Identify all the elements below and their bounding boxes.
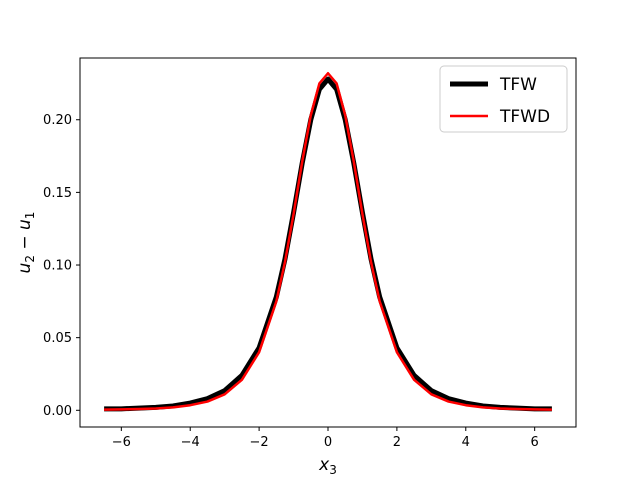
x-tick-label: −2	[250, 435, 269, 450]
y-tick-label: 0.00	[43, 404, 72, 419]
legend: TFW TFWD	[439, 65, 568, 133]
y-tick-label: 0.10	[43, 259, 72, 274]
x-tick-label: 6	[531, 435, 539, 450]
legend-label-tfw: TFW	[499, 75, 537, 95]
y-tick-label: 0.20	[43, 113, 72, 128]
x-tick-label: −4	[181, 435, 200, 450]
plot-area	[104, 72, 552, 412]
series-line-tfw	[104, 76, 552, 412]
x-tick-label: 0	[324, 435, 332, 450]
y-axis-label: u2 − u1	[15, 212, 37, 274]
x-tick-label: 2	[393, 435, 401, 450]
y-tick-label: 0.05	[43, 331, 72, 346]
x-tick-label: −6	[112, 435, 131, 450]
y-tick-label: 0.15	[43, 186, 72, 201]
series-line-tfwd	[104, 72, 552, 411]
legend-label-tfwd: TFWD	[499, 107, 550, 127]
x-tick-label: 4	[462, 435, 470, 450]
